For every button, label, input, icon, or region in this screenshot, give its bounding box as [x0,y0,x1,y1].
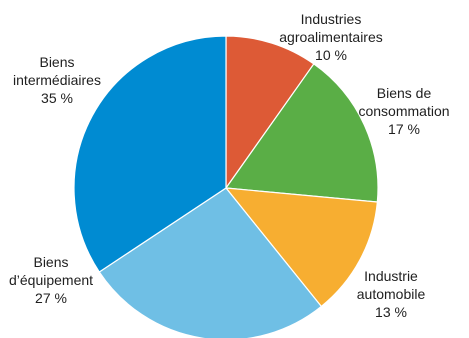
slice-label-biens-intermediaires: Biens intermédiaires 35 % [13,54,101,106]
slice-label-biens-de-consommation: Biens de consommation 17 % [358,85,449,137]
pie-labels: Industries agroalimentaires 10 % Biens de co… [9,11,450,320]
slice-category-label: Biens de [377,85,432,101]
slice-category-label: agroalimentaires [279,29,383,45]
slice-value-label: 35 % [41,90,73,106]
pie-slice-industrie-automobile [224,187,379,308]
slice-value-label: 17 % [388,121,420,137]
slice-category-label: Biens [39,54,74,70]
pie-slice-biens-intermediaires [73,35,227,273]
slice-category-label: intermédiaires [13,72,101,88]
pie-slice-industries-agroalimentaires [225,35,315,190]
slice-category-label: d’équipement [9,272,93,288]
slice-category-label: Industrie [364,268,418,284]
slice-category-label: consommation [358,103,449,119]
slice-label-biens-d-equipement: Biens d’équipement 27 % [9,254,93,306]
slice-value-label: 10 % [315,47,347,63]
pie-slice-biens-d-equipement [98,187,323,338]
slice-label-industrie-automobile: Industrie automobile 13 % [357,268,426,320]
slice-value-label: 27 % [35,290,67,306]
slice-category-label: Industries [301,11,362,27]
slice-label-industries-agroalimentaires: Industries agroalimentaires 10 % [279,11,383,63]
slice-category-label: automobile [357,286,426,302]
slice-value-label: 13 % [375,304,407,320]
slice-category-label: Biens [33,254,68,270]
pie-slice-biens-de-consommation [224,63,379,203]
pie-slices [73,35,379,338]
